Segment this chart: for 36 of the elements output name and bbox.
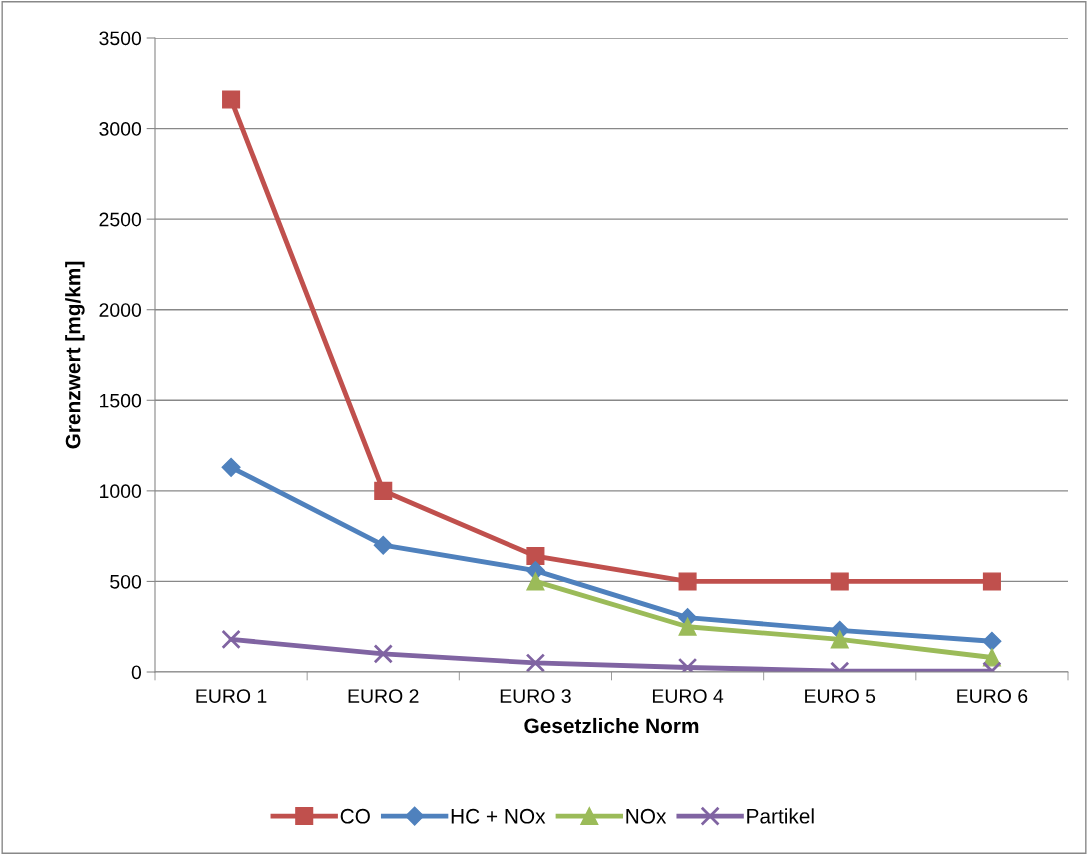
point: [982, 572, 1001, 591]
legend-label: Partikel: [747, 808, 814, 824]
y-tick-label: 1500: [100, 393, 142, 408]
y-tick-label: 2500: [99, 212, 142, 227]
y-tick-label: 3500: [99, 31, 142, 46]
y-axis-title: Grenzwert [mg/km]: [65, 261, 85, 449]
x-axis-title: Gesetzliche Norm: [524, 717, 699, 734]
point: [982, 631, 1002, 651]
y-tick-label: 500: [110, 574, 142, 589]
y-tick-label: 2000: [99, 303, 142, 317]
point: [526, 547, 545, 566]
point: [678, 572, 697, 591]
point: [374, 481, 393, 500]
legend-label: HC + NOx: [451, 808, 546, 824]
legend-label: CO: [340, 808, 370, 824]
legend-label: NOx: [626, 808, 667, 824]
y-tick-label: 3000: [99, 122, 142, 136]
x-tick-label: EURO 1: [196, 689, 267, 703]
y-tick-label: 1000: [100, 484, 142, 499]
point: [830, 630, 849, 649]
point: [221, 629, 241, 650]
point: [373, 644, 393, 664]
x-tick-label: EURO 5: [805, 689, 876, 703]
x-tick-label: EURO 2: [348, 689, 419, 703]
x-tick-label: EURO 4: [652, 689, 724, 703]
y-tick-label: 0: [131, 665, 142, 680]
point: [373, 535, 393, 555]
point: [526, 572, 545, 591]
point: [222, 90, 241, 109]
point: [678, 617, 697, 636]
x-tick-label: EURO 3: [500, 689, 571, 703]
point: [830, 572, 849, 591]
x-tick-label: EURO 6: [957, 689, 1028, 703]
point: [221, 457, 241, 477]
point: [525, 653, 546, 672]
point: [982, 648, 1001, 667]
